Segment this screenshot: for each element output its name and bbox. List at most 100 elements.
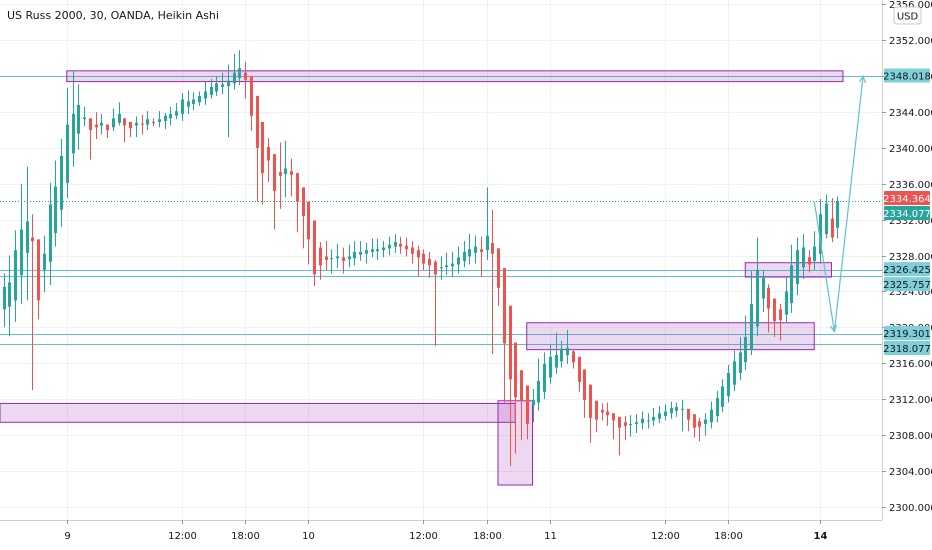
- price-label-text: 2334.364: [883, 194, 931, 205]
- candle-body: [20, 229, 23, 276]
- candle-body: [296, 173, 299, 202]
- candle-body: [181, 99, 184, 114]
- candle-body: [273, 154, 276, 191]
- candle-body: [750, 303, 753, 350]
- x-tick-label: 12:00: [409, 531, 438, 542]
- zone-rectangles: [0, 70, 844, 486]
- projection-arrowhead: [829, 324, 837, 334]
- candle-body: [106, 124, 109, 130]
- candle-body: [647, 420, 650, 422]
- candle-body: [342, 257, 345, 261]
- candle-body: [388, 244, 391, 249]
- x-tick-label: 14: [814, 531, 828, 542]
- y-tick-label: 2312.000: [889, 395, 932, 406]
- candle-body: [532, 399, 535, 406]
- candle-body: [60, 156, 63, 210]
- chart-title: US Russ 2000, 30, OANDA, Heikin Ashi: [7, 9, 219, 22]
- time-axis[interactable]: 9 12:00 18:00 10 12:00 18:00 11 12:00 18:00 14: [64, 520, 827, 542]
- price-label-text: 2325.757: [883, 280, 931, 291]
- y-tick-label: 2332.000: [889, 216, 932, 227]
- candle-body: [353, 251, 356, 259]
- candle-body: [566, 347, 569, 356]
- candle-body: [618, 416, 621, 428]
- y-tick-label: 2324.000: [889, 287, 932, 298]
- candle-body: [8, 282, 11, 307]
- candle-body: [26, 221, 29, 253]
- candle-body: [31, 237, 34, 242]
- candle-body: [152, 121, 155, 123]
- candle-body: [635, 422, 638, 425]
- price-label: 2326.425: [883, 262, 931, 277]
- grid-lines: [0, 0, 882, 520]
- candle-body: [422, 253, 425, 264]
- candle-body: [503, 268, 506, 344]
- candle-body: [348, 256, 351, 260]
- candle-body: [279, 172, 282, 176]
- candle-body: [796, 250, 799, 285]
- candle-body: [549, 356, 552, 378]
- y-tick-label: 2316.000: [889, 359, 932, 370]
- candle-body: [474, 246, 477, 253]
- candle-body: [371, 249, 374, 252]
- candle-body: [394, 242, 397, 247]
- candle-body: [261, 121, 264, 174]
- candle-body: [721, 386, 724, 408]
- candle-body: [491, 242, 494, 254]
- candle-body: [687, 408, 690, 420]
- x-tick-label: 18:00: [714, 531, 743, 542]
- candle-body: [831, 218, 834, 238]
- candle-body: [658, 413, 661, 419]
- candle-body: [808, 257, 811, 265]
- candle-body: [100, 122, 103, 126]
- candle-body: [509, 305, 512, 380]
- candle-body: [77, 104, 80, 134]
- candle-body: [457, 257, 460, 265]
- zone-rect: [526, 322, 815, 351]
- currency-badge[interactable]: USD: [893, 6, 922, 25]
- price-label: 2325.757: [883, 277, 931, 292]
- price-label-text: 2318.077: [883, 344, 931, 355]
- price-label-bg: [884, 205, 930, 220]
- candle-body: [146, 119, 149, 125]
- candle-body: [164, 115, 167, 122]
- candle-body: [514, 342, 517, 398]
- candle-body: [819, 214, 822, 254]
- candle-body: [169, 113, 172, 119]
- price-label-text: 2326.425: [883, 265, 931, 276]
- candle-body: [141, 123, 144, 125]
- candle-body: [89, 118, 92, 130]
- y-tick-label: 2304.000: [889, 467, 932, 478]
- candle-body: [158, 119, 161, 122]
- candle-body: [583, 369, 586, 400]
- candle-body: [451, 263, 454, 267]
- candle-body: [256, 95, 259, 148]
- candle-body: [785, 291, 788, 315]
- candle-body: [359, 251, 362, 255]
- candle-body: [129, 121, 132, 129]
- candle-body: [698, 421, 701, 427]
- candle-body: [233, 72, 236, 84]
- candle-body: [54, 186, 57, 234]
- candle-body: [537, 381, 540, 403]
- candle-body: [319, 247, 322, 266]
- x-tick-label: 10: [302, 531, 315, 542]
- candle-body: [762, 277, 765, 299]
- y-tick-label: 2308.000: [889, 431, 932, 442]
- candle-body: [284, 168, 287, 174]
- candle-body: [14, 250, 17, 301]
- candle-body: [543, 364, 546, 392]
- candle-body: [72, 113, 75, 154]
- candle-body: [767, 287, 770, 309]
- candle-body: [813, 246, 816, 261]
- candle-body: [411, 247, 414, 254]
- candle-body: [629, 424, 632, 426]
- candle-body: [779, 309, 782, 321]
- candle-body: [670, 407, 673, 414]
- candle-body: [733, 361, 736, 385]
- candle-body: [399, 243, 402, 247]
- candle-body: [221, 84, 224, 87]
- projection-path: [813, 74, 866, 334]
- candle-body: [198, 95, 201, 103]
- y-tick-label: 2344.000: [889, 108, 932, 119]
